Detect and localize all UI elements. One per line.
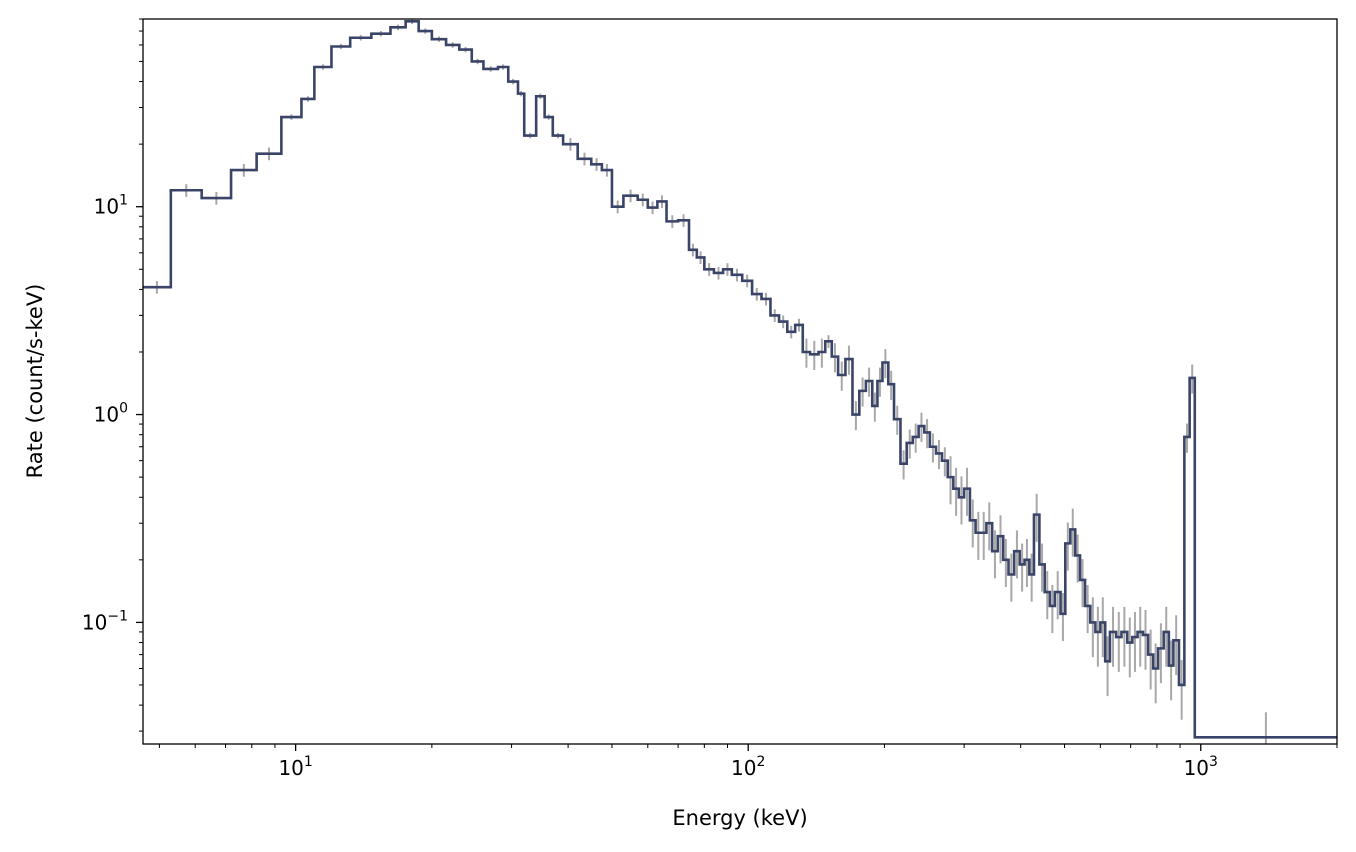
plot-frame	[142, 18, 1338, 745]
x-axis-title: Energy (keV)	[672, 806, 807, 830]
x-tick-label: 102	[731, 754, 765, 780]
error-bars	[155, 18, 1267, 744]
y-axis-ticks: 10−1 100 101	[82, 18, 143, 732]
spectrum-step-line	[143, 19, 1337, 739]
x-axis-ticks: 101 102 103	[158, 744, 1338, 780]
x-tick-label: 103	[1184, 754, 1218, 780]
y-tick-label: 101	[94, 193, 128, 219]
y-tick-label: 10−1	[82, 608, 128, 634]
y-axis-title: Rate (count/s-keV)	[23, 284, 47, 479]
y-tick-label: 100	[94, 401, 128, 427]
x-tick-label: 101	[278, 754, 312, 780]
